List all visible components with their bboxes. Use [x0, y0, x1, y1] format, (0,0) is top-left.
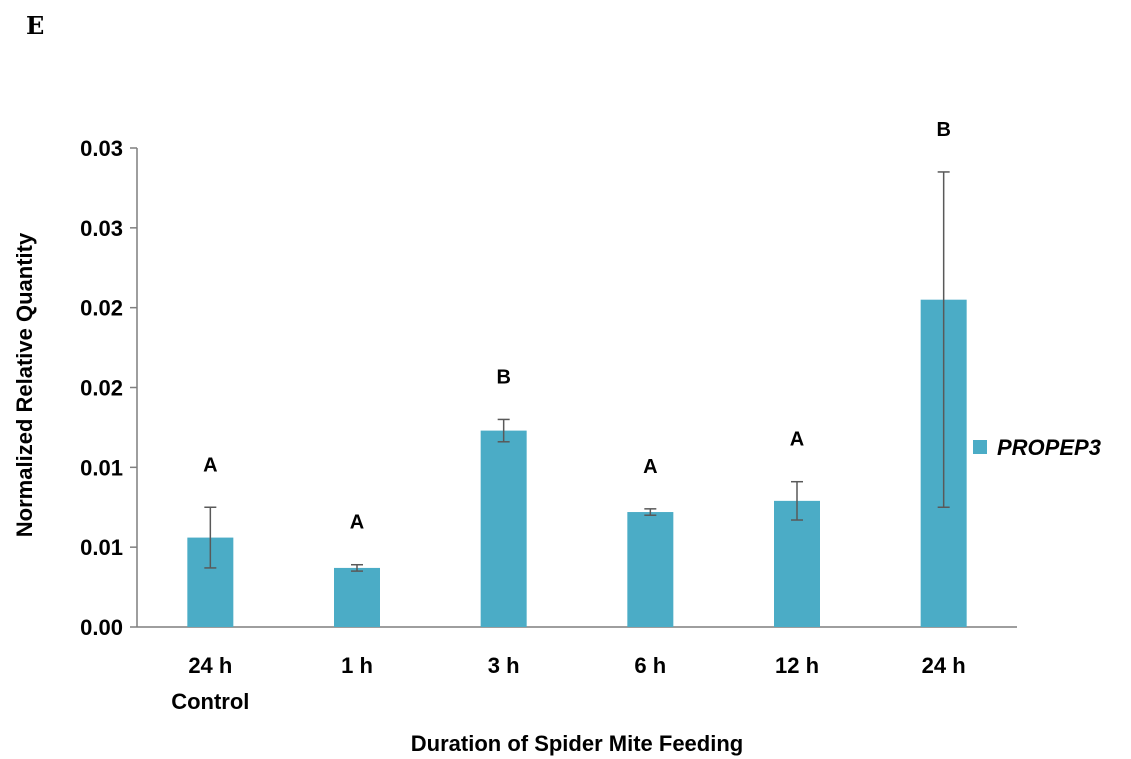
legend-swatch: [973, 440, 987, 454]
significance-label: B: [936, 119, 950, 141]
significance-label: A: [203, 454, 217, 476]
bar: [480, 430, 527, 627]
y-tick-label: 0.03: [80, 216, 123, 241]
legend-label: PROPEP3: [997, 435, 1101, 460]
bar: [774, 500, 820, 627]
y-tick-label: 0.03: [80, 136, 123, 161]
significance-label: A: [643, 456, 657, 478]
bar: [627, 512, 674, 627]
significance-label: A: [790, 429, 804, 451]
bar: [334, 567, 380, 627]
x-tick-label: 1 h: [341, 653, 373, 678]
x-tick-label: 3 h: [488, 653, 520, 678]
plot-area: 0.00 0.01 0.01 0.02 0.02 0.03 0.03 A 24 h Control…: [12, 119, 1101, 756]
x-tick-label: Control: [171, 689, 249, 714]
y-tick-label: 0.01: [80, 535, 123, 560]
x-tick-label: 6 h: [634, 653, 666, 678]
y-tick-label: 0.00: [80, 615, 123, 640]
panel-label: E: [26, 11, 44, 40]
y-axis-title: Normalized Relative Quantity: [12, 232, 37, 537]
x-tick-label: 24 h: [188, 653, 232, 678]
x-tick-label: 12 h: [775, 653, 819, 678]
x-tick-label: 24 h: [922, 653, 966, 678]
significance-label: B: [496, 366, 510, 388]
y-tick-label: 0.01: [80, 455, 123, 480]
y-tick-label: 0.02: [80, 376, 123, 401]
y-tick-label: 0.02: [80, 296, 123, 321]
significance-label: A: [350, 512, 364, 534]
x-axis-title: Duration of Spider Mite Feeding: [411, 731, 743, 756]
